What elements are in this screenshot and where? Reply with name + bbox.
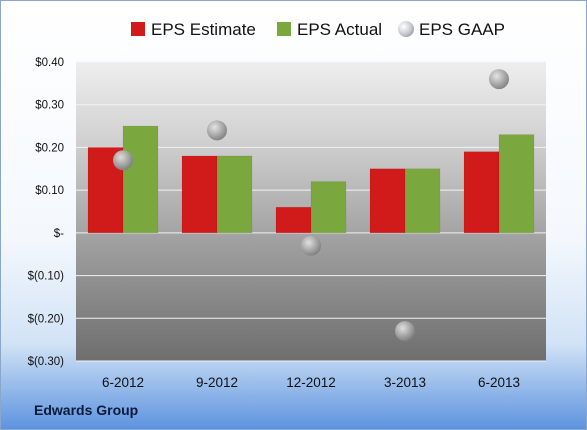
gaap-point: [489, 69, 509, 90]
y-tick-label: $0.10: [35, 185, 64, 197]
y-tick-label: $(0.10): [28, 271, 65, 283]
actual-bar: [310, 181, 347, 234]
y-tick-label: $-: [54, 228, 64, 240]
x-tick-label: 9-2012: [196, 375, 238, 390]
x-tick-label: 6-2013: [478, 375, 520, 390]
x-tick-label: 3-2013: [384, 375, 426, 390]
gaap-point: [301, 235, 321, 256]
y-tick-label: $0.20: [35, 142, 64, 154]
y-tick-label: $(0.30): [28, 356, 65, 368]
company-label: Edwards Group: [34, 402, 139, 418]
y-axis-ticks: $0.40 $0.30 $0.20 $0.10 $- $(0.10) $(0.20) $(0.…: [28, 57, 65, 368]
gaap-point: [113, 150, 133, 171]
estimate-bar: [181, 155, 218, 234]
estimate-bar: [369, 168, 406, 234]
x-tick-label: 6-2012: [102, 375, 144, 390]
gaap-points: [113, 69, 509, 342]
y-tick-label: $0.40: [35, 57, 64, 69]
bars: [87, 125, 535, 234]
gaap-point: [207, 120, 227, 141]
y-tick-label: $(0.20): [28, 313, 65, 325]
legend-actual-marker: [277, 22, 291, 36]
estimate-bar: [463, 151, 500, 234]
legend-label: EPS Actual: [297, 20, 382, 39]
actual-bar: [122, 125, 159, 234]
y-tick-label: $0.30: [35, 100, 64, 112]
x-axis-ticks: 6-2012 9-2012 12-2012 3-2013 6-2013: [102, 375, 520, 390]
estimate-bar: [275, 206, 312, 234]
gaap-point: [395, 321, 415, 342]
actual-bar: [498, 134, 535, 234]
actual-bar: [216, 155, 253, 234]
legend-label: EPS Estimate: [151, 20, 256, 39]
actual-bar: [404, 168, 441, 234]
legend-gaap-marker: [398, 21, 414, 37]
x-tick-label: 12-2012: [286, 375, 336, 390]
legend: EPS Estimate EPS Actual EPS GAAP: [131, 20, 505, 39]
legend-estimate-marker: [131, 22, 145, 36]
legend-label: EPS GAAP: [419, 20, 505, 39]
